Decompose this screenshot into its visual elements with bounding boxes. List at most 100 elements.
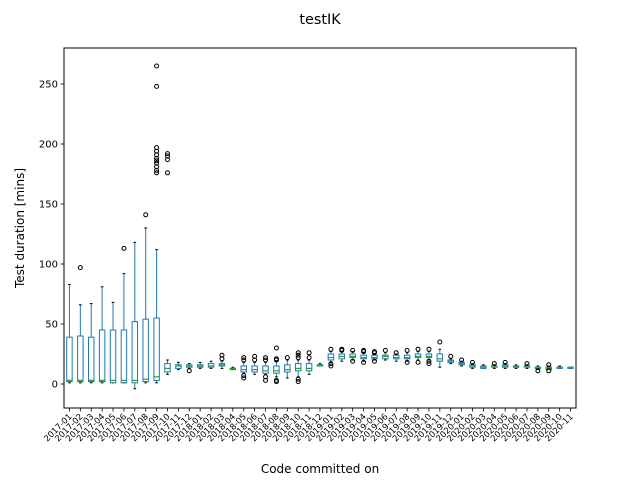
flier-point: [371, 358, 377, 364]
box-group: [305, 350, 313, 375]
box: [436, 353, 444, 362]
box-group: [196, 361, 204, 369]
flier-point: [241, 373, 247, 379]
box-group: [349, 347, 356, 364]
box-group: [251, 353, 258, 375]
flier-point: [164, 153, 170, 159]
box: [88, 336, 95, 383]
flier-point: [295, 379, 301, 385]
flier-point: [328, 346, 334, 352]
flier-point: [491, 361, 497, 367]
flier-point: [154, 167, 160, 173]
flier-point: [154, 83, 160, 89]
box-group: [338, 346, 346, 362]
flier-point: [306, 350, 312, 356]
flier-point: [426, 361, 432, 367]
box: [66, 336, 73, 383]
flier-point: [328, 361, 334, 367]
box-group: [207, 360, 215, 369]
box-group: [218, 352, 226, 369]
box-group: [120, 245, 128, 384]
flier-point: [546, 362, 552, 368]
box: [305, 363, 313, 372]
box-group: [229, 366, 237, 371]
box: [131, 321, 139, 384]
box-group: [164, 151, 171, 375]
flier-point: [306, 355, 312, 361]
box: [98, 329, 106, 383]
flier-point: [415, 346, 421, 352]
flier-point: [404, 347, 410, 353]
flier-point: [502, 359, 508, 365]
flier-point: [339, 346, 345, 352]
box-group: [436, 339, 444, 368]
box-group: [512, 364, 520, 369]
flier-point: [426, 358, 432, 364]
box-group: [534, 365, 542, 374]
y-tick-label: 0: [52, 380, 58, 391]
box-group: [273, 345, 280, 385]
y-tick-label: 250: [39, 80, 58, 91]
box-group: [403, 347, 411, 365]
flier-point: [154, 63, 160, 69]
box-group: [284, 355, 291, 379]
box-group: [66, 283, 73, 384]
flier-point: [154, 170, 160, 176]
flier-point: [241, 357, 247, 363]
flier-point: [154, 158, 160, 164]
flier-point: [273, 377, 279, 383]
y-tick-label: 50: [45, 320, 58, 331]
box-group: [131, 241, 139, 390]
flier-point: [263, 374, 269, 380]
flier-point: [361, 347, 367, 353]
flier-point: [459, 357, 465, 363]
box-group: [88, 303, 95, 384]
flier-point: [361, 359, 367, 365]
flier-point: [415, 359, 421, 365]
box-group: [393, 350, 400, 362]
plot-area: [66, 63, 574, 390]
flier-point: [219, 352, 225, 358]
box-group: [371, 349, 378, 364]
flier-point: [164, 151, 170, 157]
box-group: [294, 350, 302, 385]
box: [77, 335, 84, 383]
flier-point: [143, 212, 149, 218]
flier-point: [241, 375, 247, 381]
flier-point: [273, 356, 279, 362]
flier-point: [241, 355, 247, 361]
box: [262, 365, 269, 374]
flier-point: [371, 349, 377, 355]
box-group: [480, 364, 487, 369]
box-group: [262, 355, 269, 383]
flier-point: [295, 350, 301, 356]
box-group: [469, 359, 476, 369]
flier-point: [284, 355, 290, 361]
box-group: [186, 363, 193, 374]
flier-point: [546, 368, 552, 374]
box-group: [545, 362, 552, 374]
flier-point: [164, 170, 170, 176]
flier-point: [382, 347, 388, 353]
box-group: [327, 346, 335, 369]
y-tick-label: 150: [39, 200, 58, 211]
box-group: [153, 63, 160, 384]
box-group: [491, 361, 498, 369]
flier-point: [393, 350, 399, 356]
flier-point: [186, 368, 192, 374]
chart-title: testIK: [299, 12, 341, 28]
box: [153, 317, 160, 381]
box-group: [316, 363, 324, 367]
flier-point: [448, 353, 454, 359]
box-group: [458, 357, 465, 367]
box-group: [567, 366, 574, 369]
box-group: [240, 355, 247, 381]
flier-point: [350, 358, 356, 364]
flier-point: [524, 361, 530, 367]
flier-point: [154, 155, 160, 161]
box-group: [175, 361, 182, 371]
box-group: [142, 212, 149, 384]
flier-point: [295, 376, 301, 382]
